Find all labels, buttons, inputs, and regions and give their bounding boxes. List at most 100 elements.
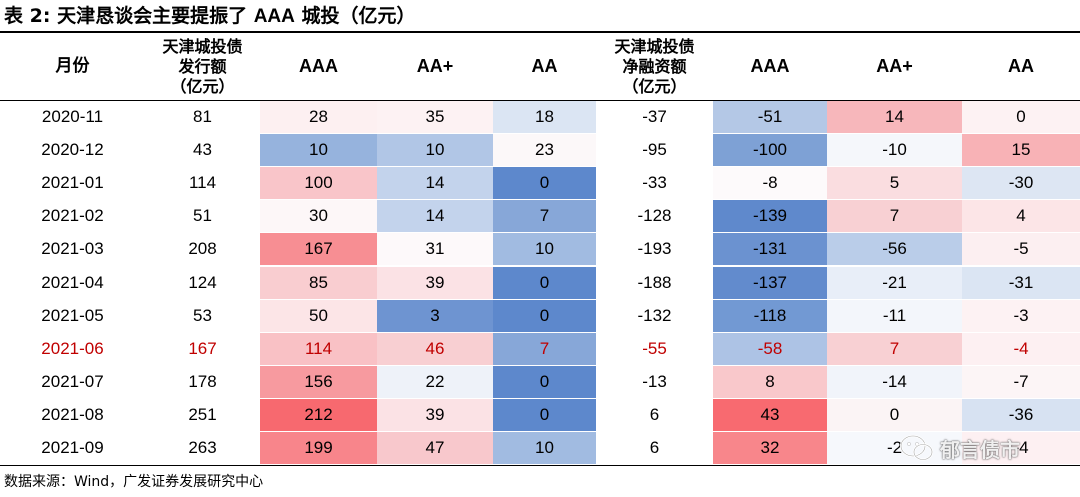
table-row: 2021-07 178 156 22 0 -13 8 -14 -7 <box>0 365 1080 399</box>
table-header: 月份 天津城投债 发行额 （亿元） AAA AA+ AA 天津城投债 净融资额 （亿元） AAA AA… <box>0 33 1080 100</box>
cell-net_aaa: 8 <box>713 365 827 398</box>
cell-issuance_aaa: 10 <box>260 134 377 167</box>
cell-net_aaa: -51 <box>713 101 827 133</box>
cell-net_aa: -3 <box>962 299 1080 332</box>
table-row: 2020-12 43 10 10 23 -95 -100 -10 15 <box>0 134 1080 167</box>
header-issuance_total-line: 天津城投债 <box>162 36 243 56</box>
cell-month: 2021-02 <box>0 200 145 233</box>
cell-issuance_aa: 7 <box>493 200 596 233</box>
table-header-rule <box>0 100 1080 101</box>
cell-month: 2020-12 <box>0 134 145 167</box>
cell-net_total: -37 <box>596 101 713 133</box>
cell-issuance_aaplus: 39 <box>377 398 493 431</box>
cell-issuance_aaplus: 47 <box>377 432 493 464</box>
cell-net_total: -128 <box>596 200 713 233</box>
cell-issuance_aaa: 199 <box>260 432 377 464</box>
header-net_total-line: 天津城投债 <box>614 36 695 56</box>
cell-issuance_aa: 0 <box>493 167 596 200</box>
cell-net_aa: -7 <box>962 365 1080 398</box>
cell-net_aaplus: -2 <box>827 432 962 464</box>
table-row: 2021-04 124 85 39 0 -188 -137 -21 -31 <box>0 266 1080 300</box>
cell-issuance_total: 251 <box>145 398 260 431</box>
cell-issuance_aaplus: 14 <box>377 167 493 200</box>
header-net_aaplus: AA+ <box>876 56 913 76</box>
title-text-latin: AAA <box>253 6 295 27</box>
cell-net_aaplus: -11 <box>827 299 962 332</box>
cell-issuance_total: 53 <box>145 299 260 332</box>
header-issuance_total-line: 发行额 <box>178 56 227 76</box>
cell-issuance_aa: 0 <box>493 365 596 398</box>
cell-net_aa: -5 <box>962 233 1080 266</box>
cell-issuance_aaplus: 14 <box>377 200 493 233</box>
cell-net_aaa: -8 <box>713 167 827 200</box>
cell-net_total: 6 <box>596 398 713 431</box>
cell-net_aa: 4 <box>962 200 1080 233</box>
title-text-2: 城投（亿元） <box>301 5 416 27</box>
cell-month: 2021-05 <box>0 299 145 332</box>
cell-issuance_aa: 23 <box>493 134 596 167</box>
cell-issuance_aa: 10 <box>493 432 596 464</box>
cell-issuance_total: 114 <box>145 167 260 200</box>
header-net_total: 天津城投债 净融资额 （亿元） <box>596 33 713 100</box>
cell-issuance_aaplus: 22 <box>377 365 493 398</box>
cell-month: 2020-11 <box>0 101 145 133</box>
cell-issuance_total: 124 <box>145 266 260 299</box>
cell-net_aa: -4 <box>962 432 1080 464</box>
cell-month: 2021-04 <box>0 266 145 299</box>
cell-issuance_aaplus: 39 <box>377 266 493 299</box>
cell-issuance_aaplus: 31 <box>377 233 493 266</box>
cell-net_aaplus: 5 <box>827 167 962 200</box>
cell-issuance_aa: 0 <box>493 299 596 332</box>
cell-issuance_aa: 0 <box>493 398 596 431</box>
cell-net_aa: -30 <box>962 167 1080 200</box>
cell-net_aaa: 43 <box>713 398 827 431</box>
cell-issuance_aaplus: 35 <box>377 101 493 133</box>
table-row: 2021-06 167 114 46 7 -55 -58 7 -4 <box>0 332 1080 366</box>
header-issuance_aaplus: AA+ <box>416 56 454 76</box>
cell-issuance_aa: 10 <box>493 233 596 266</box>
cell-net_aaplus: -21 <box>827 266 962 299</box>
cell-net_total: -95 <box>596 134 713 167</box>
cell-issuance_aaplus: 3 <box>377 299 493 332</box>
table-row: 2021-01 114 100 14 0 -33 -8 5 -30 <box>0 167 1080 200</box>
title-text-1: 天津恳谈会主要提振了 <box>57 5 248 27</box>
table-row: 2021-09 263 199 47 10 6 32 -2 -4 <box>0 432 1080 465</box>
table-body: 2020-11 81 28 35 18 -37 -51 14 0 2020-12 43 10 10 23-… <box>0 101 1080 465</box>
table-top-rule <box>0 31 1080 33</box>
header-net_aaa: AAA <box>750 56 790 76</box>
header-month: 月份 <box>55 56 90 76</box>
cell-net_aaa: 32 <box>713 432 827 464</box>
cell-issuance_aaa: 50 <box>260 299 377 332</box>
cell-issuance_aaplus: 46 <box>377 332 493 365</box>
cell-net_aaplus: 14 <box>827 101 962 133</box>
cell-issuance_total: 51 <box>145 200 260 233</box>
cell-net_aaa: -58 <box>713 332 827 365</box>
cell-month: 2021-01 <box>0 167 145 200</box>
cell-net_aaplus: -56 <box>827 233 962 266</box>
table-row: 2021-08 251 212 39 0 6 43 0 -36 <box>0 398 1080 432</box>
cell-net_aa: 0 <box>962 101 1080 133</box>
header-net_aa: AA <box>1008 56 1034 76</box>
header-issuance_aaa: AAA <box>299 56 338 76</box>
cell-month: 2021-09 <box>0 432 145 464</box>
cell-issuance_total: 263 <box>145 432 260 464</box>
header-issuance_total: 天津城投债 发行额 （亿元） <box>145 33 260 100</box>
cell-net_aaplus: -14 <box>827 365 962 398</box>
header-net_total-line: （亿元） <box>622 76 687 96</box>
cell-issuance_total: 178 <box>145 365 260 398</box>
cell-net_aaplus: 0 <box>827 398 962 431</box>
cell-issuance_aaa: 100 <box>260 167 377 200</box>
cell-net_aa: -31 <box>962 266 1080 299</box>
table-row: 2020-11 81 28 35 18 -37 -51 14 0 <box>0 101 1080 134</box>
cell-net_total: -193 <box>596 233 713 266</box>
source-note: 数据来源：Wind，广发证券发展研究中心 <box>4 474 264 490</box>
table-row: 2021-03 208 167 31 10 -193 -131 -56 -5 <box>0 233 1080 266</box>
cell-issuance_aaa: 212 <box>260 398 377 431</box>
cell-net_aaa: -100 <box>713 134 827 167</box>
header-issuance_total-line: （亿元） <box>170 76 235 96</box>
cell-issuance_aaa: 156 <box>260 365 377 398</box>
cell-month: 2021-07 <box>0 365 145 398</box>
cell-month: 2021-08 <box>0 398 145 431</box>
cell-net_aaplus: -10 <box>827 134 962 167</box>
cell-net_total: -33 <box>596 167 713 200</box>
